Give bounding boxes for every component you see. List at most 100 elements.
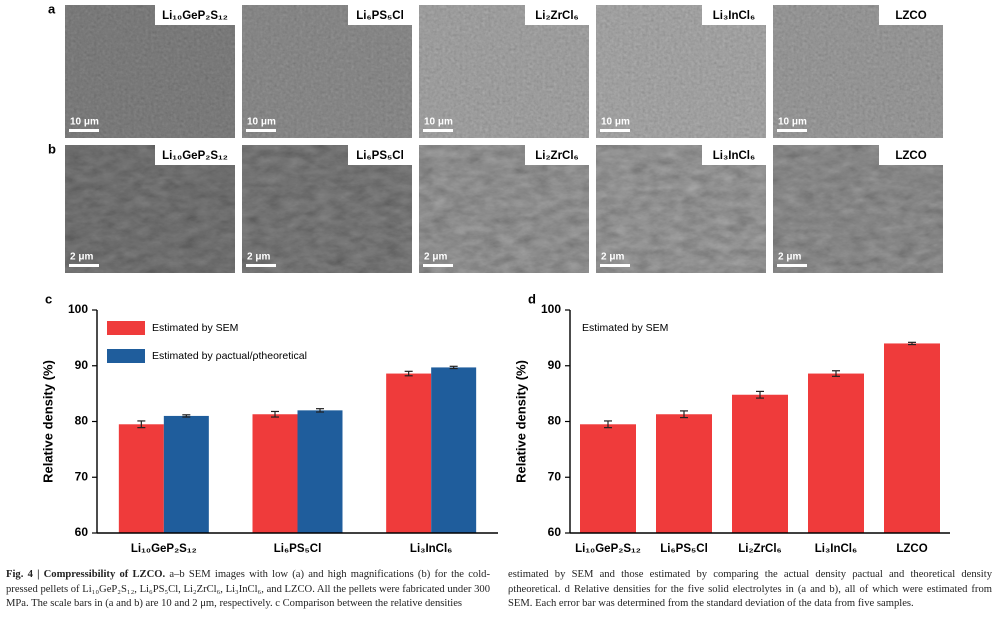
scale-label: 2 μm bbox=[247, 252, 270, 263]
bar bbox=[297, 410, 343, 533]
sem-image bbox=[773, 145, 943, 273]
label-box bbox=[702, 5, 766, 25]
legend-swatch bbox=[107, 321, 145, 335]
y-tick-label: 100 bbox=[68, 302, 88, 316]
error-bar bbox=[680, 410, 688, 419]
caption-column: estimated by SEM and those estimated by … bbox=[508, 568, 992, 612]
sem-image bbox=[419, 5, 589, 138]
image-label: Li₁₀GeP₂S₁₂ bbox=[162, 150, 228, 162]
bar bbox=[118, 424, 164, 533]
sem-image bbox=[242, 145, 412, 273]
scale-label: 10 μm bbox=[247, 117, 276, 128]
bar bbox=[252, 414, 298, 533]
legend-label: Estimated by SEM bbox=[152, 322, 238, 334]
sem-image bbox=[242, 5, 412, 138]
label-box bbox=[879, 145, 943, 165]
error-bar bbox=[271, 410, 279, 418]
error-bar bbox=[137, 420, 146, 429]
bar bbox=[808, 373, 864, 533]
x-tick-label: LZCO bbox=[896, 543, 927, 555]
y-tick-label: 100 bbox=[541, 302, 561, 316]
scale-label: 2 μm bbox=[424, 252, 447, 263]
bar bbox=[163, 415, 209, 533]
y-tick-label: 70 bbox=[75, 469, 89, 483]
x-tick-label: Li₆PS₅Cl bbox=[660, 543, 708, 555]
panel-label: b bbox=[48, 141, 56, 156]
error-bar bbox=[832, 370, 840, 377]
x-tick-label: Li₃InCl₆ bbox=[815, 543, 857, 555]
label-box bbox=[155, 145, 235, 165]
sem-image bbox=[65, 5, 235, 138]
image-label: Li₂ZrCl₆ bbox=[535, 10, 579, 22]
bar bbox=[656, 414, 712, 533]
label-box bbox=[348, 145, 412, 165]
caption-column: Fig. 4 | Compressibility of LZCO. a–b SE… bbox=[6, 568, 490, 612]
legend-label: Estimated by ρactual/ρtheoretical bbox=[152, 350, 307, 362]
scale-bar bbox=[423, 264, 453, 267]
scale-bar bbox=[69, 129, 99, 132]
scale-label: 2 μm bbox=[778, 252, 801, 263]
label-box bbox=[155, 5, 235, 25]
scale-label: 2 μm bbox=[70, 252, 93, 263]
scale-label: 10 μm bbox=[424, 117, 453, 128]
y-tick-label: 60 bbox=[548, 525, 562, 539]
label-box bbox=[525, 5, 589, 25]
image-label: Li₃InCl₆ bbox=[713, 150, 755, 162]
error-bar bbox=[756, 390, 764, 399]
x-tick-label: Li₃InCl₆ bbox=[410, 543, 452, 555]
y-tick-label: 80 bbox=[548, 414, 562, 428]
label-box bbox=[702, 145, 766, 165]
bar bbox=[431, 367, 477, 533]
bar bbox=[386, 373, 432, 533]
y-axis-label: Relative density (%) bbox=[513, 360, 528, 483]
image-label: Li₆PS₅Cl bbox=[356, 150, 404, 162]
sem-image bbox=[596, 5, 766, 138]
y-axis-label: Relative density (%) bbox=[40, 360, 55, 483]
x-tick-label: Li₆PS₅Cl bbox=[274, 543, 322, 555]
panel-label: d bbox=[528, 291, 536, 306]
scale-bar bbox=[600, 129, 630, 132]
scale-bar bbox=[246, 264, 276, 267]
y-tick-label: 90 bbox=[75, 358, 89, 372]
caption-text: a–b SEM images with low (a) and high mag… bbox=[6, 569, 490, 609]
annotation: Estimated by SEM bbox=[582, 322, 668, 334]
image-label: LZCO bbox=[895, 10, 926, 22]
label-box bbox=[879, 5, 943, 25]
image-label: Li₆PS₅Cl bbox=[356, 10, 404, 22]
scale-bar bbox=[423, 129, 453, 132]
x-tick-label: Li₁₀GeP₂S₁₂ bbox=[575, 543, 641, 555]
scale-bar bbox=[246, 129, 276, 132]
caption: Fig. 4 | Compressibility of LZCO. a–b SE… bbox=[0, 568, 1000, 644]
error-bar bbox=[404, 370, 413, 377]
image-label: Li₃InCl₆ bbox=[713, 10, 755, 22]
error-bar bbox=[316, 408, 324, 413]
label-box bbox=[348, 5, 412, 25]
scale-bar bbox=[600, 264, 630, 267]
image-label: Li₂ZrCl₆ bbox=[535, 150, 579, 162]
label-box bbox=[525, 145, 589, 165]
bar bbox=[884, 343, 940, 533]
sem-image bbox=[419, 145, 589, 273]
scale-bar bbox=[777, 129, 807, 132]
y-tick-label: 70 bbox=[548, 469, 562, 483]
x-tick-label: Li₁₀GeP₂S₁₂ bbox=[131, 543, 197, 555]
error-bar bbox=[449, 365, 458, 370]
sem-image bbox=[773, 5, 943, 138]
panel-label: a bbox=[48, 1, 56, 16]
bar bbox=[580, 424, 636, 533]
error-bar bbox=[908, 341, 916, 346]
error-bar bbox=[182, 414, 191, 418]
legend-swatch bbox=[107, 349, 145, 363]
image-label: Li₁₀GeP₂S₁₂ bbox=[162, 10, 228, 22]
scale-bar bbox=[69, 264, 99, 267]
y-tick-label: 90 bbox=[548, 358, 562, 372]
scale-label: 10 μm bbox=[778, 117, 807, 128]
scale-label: 2 μm bbox=[601, 252, 624, 263]
scale-label: 10 μm bbox=[70, 117, 99, 128]
error-bar bbox=[604, 420, 612, 429]
caption-title: Fig. 4 | Compressibility of LZCO. bbox=[6, 569, 166, 580]
sem-image bbox=[596, 145, 766, 273]
y-tick-label: 80 bbox=[75, 414, 89, 428]
image-label: LZCO bbox=[895, 150, 926, 162]
